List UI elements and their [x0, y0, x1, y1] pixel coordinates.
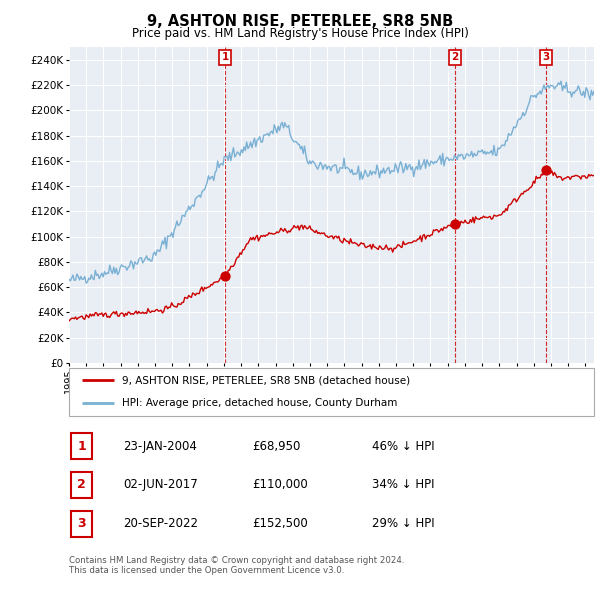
Point [541, 166, 551, 175]
Text: 1: 1 [77, 440, 86, 453]
Text: Contains HM Land Registry data © Crown copyright and database right 2024.: Contains HM Land Registry data © Crown c… [69, 556, 404, 565]
Text: 1: 1 [221, 53, 229, 63]
Text: 9, ASHTON RISE, PETERLEE, SR8 5NB: 9, ASHTON RISE, PETERLEE, SR8 5NB [147, 14, 453, 29]
Text: 2: 2 [77, 478, 86, 491]
Text: 29% ↓ HPI: 29% ↓ HPI [372, 517, 434, 530]
Text: £68,950: £68,950 [252, 440, 301, 453]
Text: 02-JUN-2017: 02-JUN-2017 [123, 478, 198, 491]
Text: 2: 2 [451, 53, 458, 63]
Point [450, 219, 460, 229]
Text: 46% ↓ HPI: 46% ↓ HPI [372, 440, 434, 453]
Text: 23-JAN-2004: 23-JAN-2004 [123, 440, 197, 453]
Text: £110,000: £110,000 [252, 478, 308, 491]
Text: £152,500: £152,500 [252, 517, 308, 530]
Text: 3: 3 [542, 53, 550, 63]
Bar [71, 511, 92, 537]
Point [220, 271, 230, 280]
Text: 9, ASHTON RISE, PETERLEE, SR8 5NB (detached house): 9, ASHTON RISE, PETERLEE, SR8 5NB (detac… [121, 375, 410, 385]
Text: 3: 3 [77, 517, 86, 530]
Text: This data is licensed under the Open Government Licence v3.0.: This data is licensed under the Open Gov… [69, 566, 344, 575]
Text: 20-SEP-2022: 20-SEP-2022 [123, 517, 198, 530]
Text: 34% ↓ HPI: 34% ↓ HPI [372, 478, 434, 491]
Text: Price paid vs. HM Land Registry's House Price Index (HPI): Price paid vs. HM Land Registry's House … [131, 27, 469, 40]
Bar [71, 433, 92, 459]
Text: HPI: Average price, detached house, County Durham: HPI: Average price, detached house, Coun… [121, 398, 397, 408]
Bar [71, 472, 92, 498]
